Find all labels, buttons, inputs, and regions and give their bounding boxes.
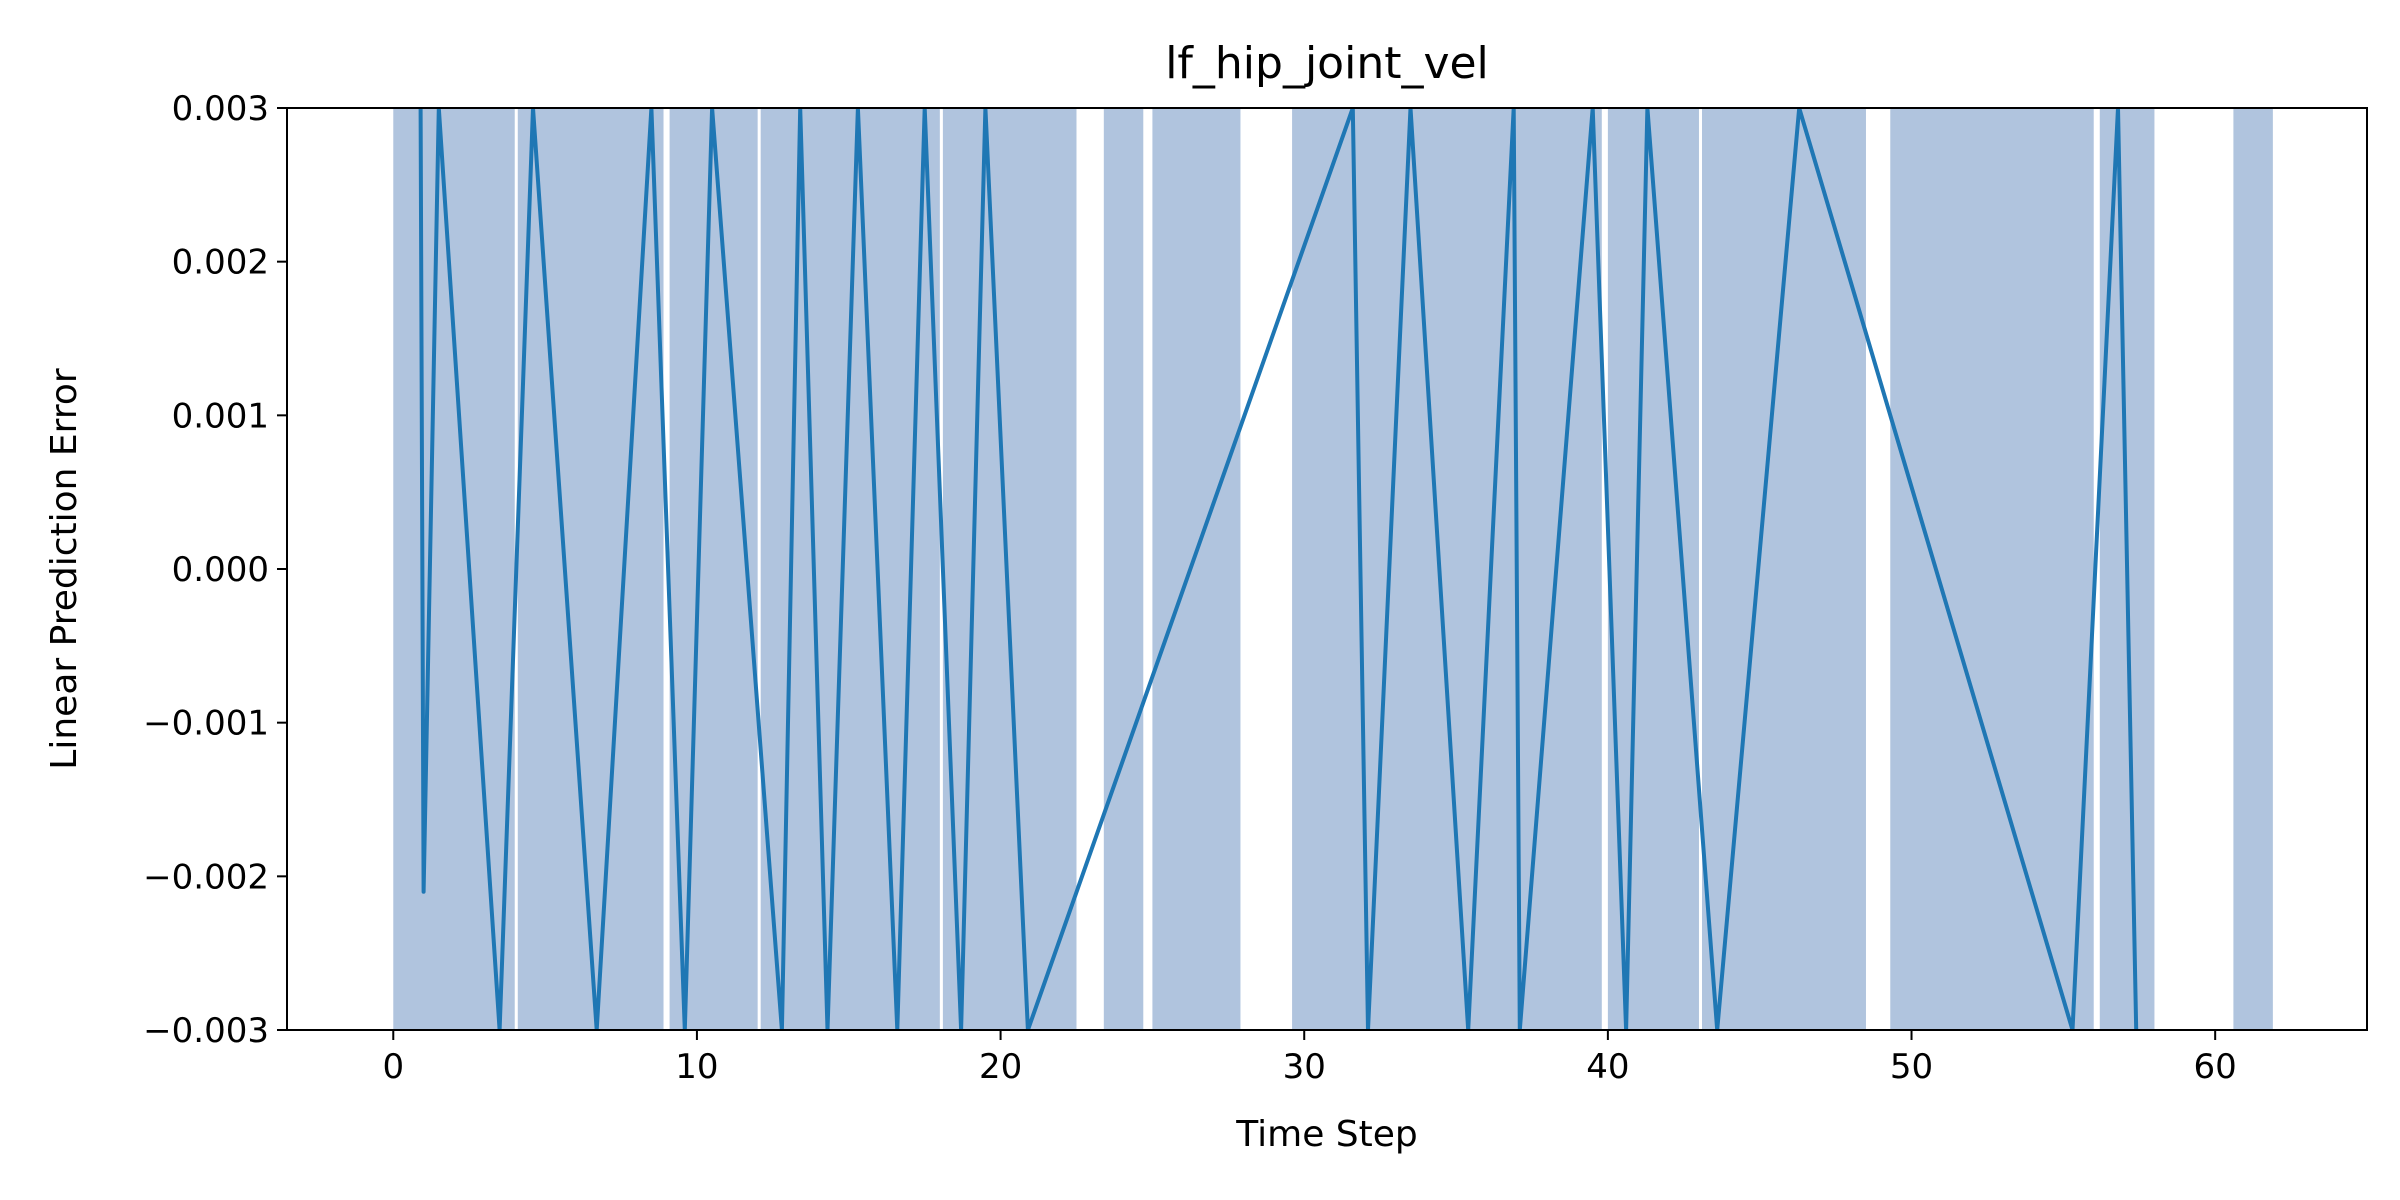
y-tick-label: −0.001 xyxy=(143,704,269,744)
confidence-band-group xyxy=(393,108,2273,1030)
band-6 xyxy=(1152,108,1241,1030)
x-tick-label: 40 xyxy=(1586,1047,1629,1087)
x-axis: 0 10 20 30 40 50 60 xyxy=(382,1030,2237,1087)
x-tick-label: 0 xyxy=(382,1047,404,1087)
y-tick-label: 0.000 xyxy=(172,550,269,590)
x-tick-label: 30 xyxy=(1283,1047,1326,1087)
y-tick-label: −0.003 xyxy=(143,1011,269,1051)
band-2 xyxy=(669,108,758,1030)
x-tick-label: 20 xyxy=(979,1047,1022,1087)
x-tick-label: 50 xyxy=(1890,1047,1933,1087)
band-5 xyxy=(1103,108,1144,1030)
band-0 xyxy=(393,108,515,1030)
band-10 xyxy=(1890,108,2094,1030)
x-tick-label: 10 xyxy=(675,1047,718,1087)
y-axis-label: Linear Prediction Error xyxy=(44,368,85,770)
y-tick-label: 0.002 xyxy=(172,243,269,283)
chart-title: lf_hip_joint_vel xyxy=(1165,38,1489,89)
y-tick-label: 0.003 xyxy=(172,89,269,129)
y-axis: −0.003 −0.002 −0.001 0.000 0.001 0.002 0.003 xyxy=(143,89,287,1051)
x-tick-label: 60 xyxy=(2194,1047,2237,1087)
y-tick-label: 0.001 xyxy=(172,396,269,436)
series-line-0 xyxy=(418,108,2139,1030)
band-7 xyxy=(1292,108,1602,1030)
x-axis-label: Time Step xyxy=(1235,1114,1418,1155)
band-12 xyxy=(2233,108,2273,1030)
series-group xyxy=(418,108,2139,1030)
y-tick-label: −0.002 xyxy=(143,857,269,897)
